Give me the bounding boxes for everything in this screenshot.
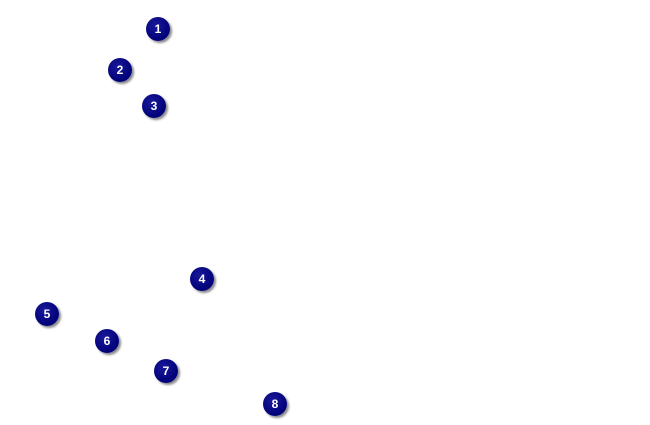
marker-2[interactable]: 2 [108,58,132,82]
marker-6[interactable]: 6 [95,329,119,353]
marker-3[interactable]: 3 [142,94,166,118]
marker-8[interactable]: 8 [263,392,287,416]
marker-7[interactable]: 7 [154,359,178,383]
marker-4[interactable]: 4 [190,267,214,291]
marker-1[interactable]: 1 [146,17,170,41]
marker-5[interactable]: 5 [35,302,59,326]
